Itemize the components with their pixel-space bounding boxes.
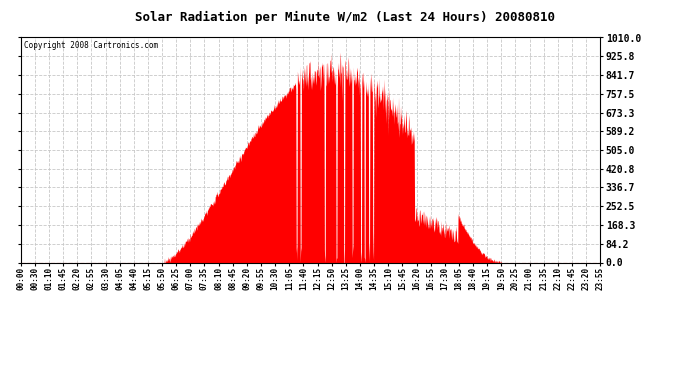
- Text: Solar Radiation per Minute W/m2 (Last 24 Hours) 20080810: Solar Radiation per Minute W/m2 (Last 24…: [135, 11, 555, 24]
- Text: Copyright 2008 Cartronics.com: Copyright 2008 Cartronics.com: [23, 41, 158, 50]
